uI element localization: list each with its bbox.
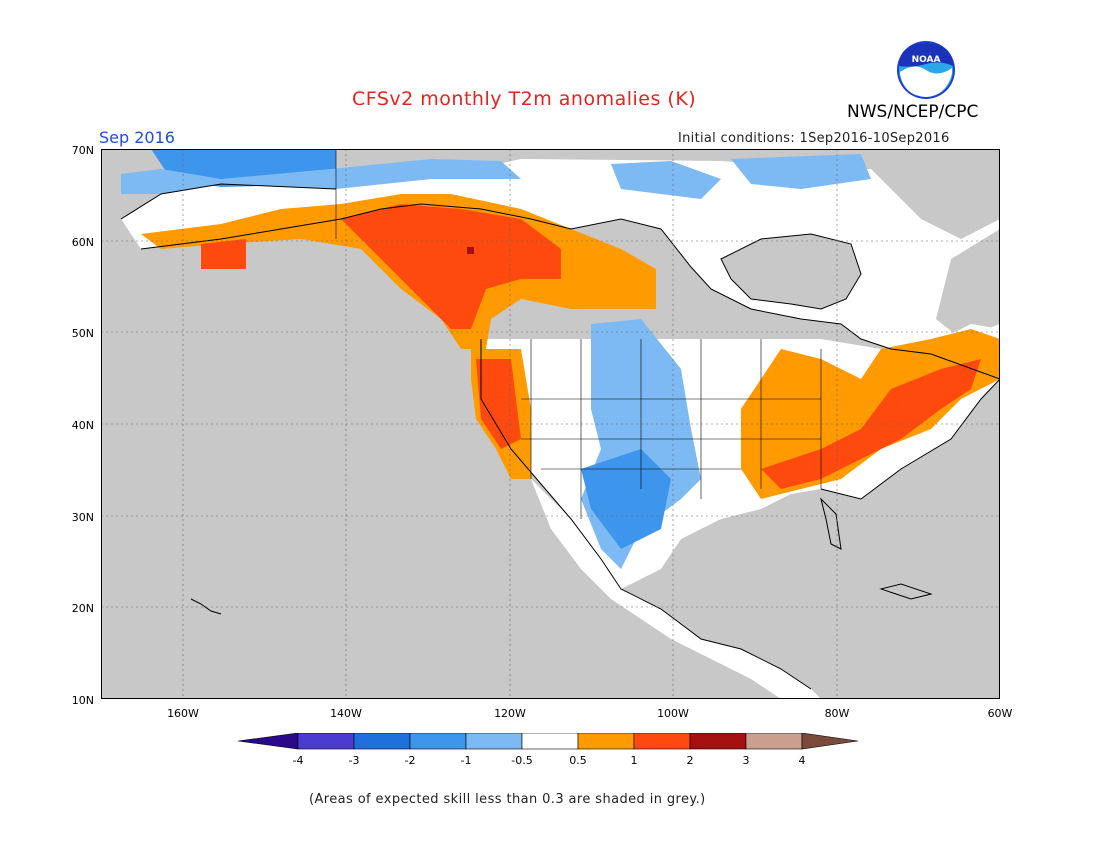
colorbar-segment xyxy=(633,733,691,750)
lat-tick-label: 20N xyxy=(72,602,94,615)
colorbar-segment xyxy=(465,733,523,750)
colorbar-segment xyxy=(745,733,803,750)
month-label: Sep 2016 xyxy=(99,128,175,147)
colorbar-segment xyxy=(577,733,635,750)
colorbar-segment xyxy=(238,733,299,750)
lon-tick-label: 160W xyxy=(167,707,199,720)
cold-anomaly-southwest xyxy=(581,449,671,549)
arctic-blue-4 xyxy=(731,154,871,189)
colorbar-tick: -4 xyxy=(293,754,304,767)
hudson-bay xyxy=(721,234,861,309)
noaa-logo-icon: NOAA xyxy=(897,41,955,99)
colorbar-segment xyxy=(409,733,467,750)
colorbar-tick: -2 xyxy=(405,754,416,767)
gridlines xyxy=(101,149,1000,699)
hot-anomaly-westcoast xyxy=(476,359,521,449)
svg-text:NOAA: NOAA xyxy=(912,55,941,65)
state-borders xyxy=(335,149,822,519)
lat-tick-label: 10N xyxy=(72,694,94,707)
lat-tick-label: 60N xyxy=(72,236,94,249)
colorbar-segment xyxy=(297,733,355,750)
agency-label: NWS/NCEP/CPC xyxy=(847,102,979,122)
lat-tick-label: 50N xyxy=(72,327,94,340)
colorbar-segment xyxy=(521,733,579,750)
lon-tick-label: 100W xyxy=(657,707,689,720)
lat-axis: 70N 60N 50N 40N 30N 20N 10N xyxy=(72,144,94,707)
greenland xyxy=(861,154,1000,239)
mexico-land xyxy=(531,479,821,699)
colorbar-tick: 4 xyxy=(799,754,806,767)
colorbar-tick: 1 xyxy=(631,754,638,767)
lon-axis: 160W 140W 120W 100W 80W 60W xyxy=(167,707,1013,720)
anomaly-map xyxy=(101,149,1000,699)
colorbar-tick: 0.5 xyxy=(569,754,587,767)
colorbar-tick: 2 xyxy=(687,754,694,767)
initial-conditions-label: Initial conditions: 1Sep2016-10Sep2016 xyxy=(678,131,950,146)
lon-tick-label: 140W xyxy=(330,707,362,720)
lat-tick-label: 30N xyxy=(72,511,94,524)
colorbar: -4 -3 -2 -1 -0.5 0.5 1 2 3 4 xyxy=(238,733,859,767)
lat-tick-label: 70N xyxy=(72,144,94,157)
colorbar-tick: -0.5 xyxy=(511,754,532,767)
very-hot-cell xyxy=(467,247,474,254)
colorbar-tick: -1 xyxy=(461,754,472,767)
hot-anomaly-alaska xyxy=(201,239,246,269)
lon-tick-label: 80W xyxy=(825,707,850,720)
lon-tick-label: 60W xyxy=(988,707,1013,720)
lon-tick-label: 120W xyxy=(494,707,526,720)
colorbar-segment xyxy=(353,733,411,750)
map-frame xyxy=(101,149,1000,699)
coastlines xyxy=(120,183,1000,690)
hot-anomaly-northwest xyxy=(341,204,561,329)
arctic-blue-2 xyxy=(121,159,521,194)
colorbar-segment xyxy=(801,733,859,750)
colorbar-tick: 3 xyxy=(743,754,750,767)
arctic-blue-3 xyxy=(611,161,721,199)
lat-tick-label: 40N xyxy=(72,419,94,432)
skill-footnote: (Areas of expected skill less than 0.3 a… xyxy=(309,792,706,807)
colorbar-tick: -3 xyxy=(349,754,360,767)
chart-title: CFSv2 monthly T2m anomalies (K) xyxy=(352,88,697,110)
colorbar-segment xyxy=(689,733,747,750)
